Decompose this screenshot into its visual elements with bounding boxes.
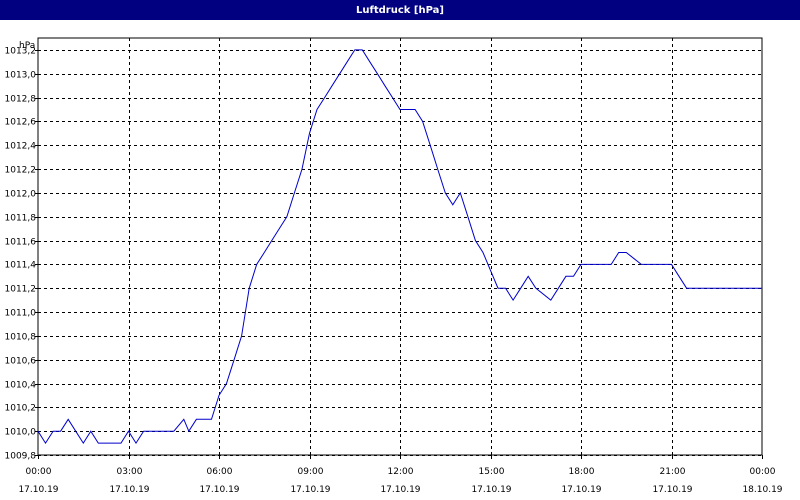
y-tick-label: 1010,4 [5, 381, 37, 391]
y-tick-label: 1011,8 [5, 214, 37, 224]
y-tick-label: 1012,0 [5, 190, 37, 200]
x-tick-time-label: 12:00 [388, 467, 414, 477]
x-tick-date-label: 17.10.19 [109, 485, 149, 495]
y-tick-label: 1013,0 [5, 71, 37, 81]
x-tick-time-label: 00:00 [26, 467, 52, 477]
x-tick-time-label: 21:00 [660, 467, 686, 477]
y-tick-label: 1012,4 [5, 142, 37, 152]
y-tick-label: 1009,8 [5, 452, 37, 462]
y-tick-label: 1011,2 [5, 285, 37, 295]
series-line-pressure [37, 49, 762, 445]
y-tick-label: 1012,6 [5, 118, 37, 128]
x-tick-time-label: 09:00 [298, 467, 324, 477]
y-tick-label: 1010,2 [5, 404, 37, 414]
y-tick-label: 1011,0 [5, 309, 37, 319]
x-tick-time-label: 15:00 [479, 467, 505, 477]
y-tick-label: 1012,8 [5, 95, 37, 105]
y-tick-label: 1012,2 [5, 166, 37, 176]
x-tick-date-label: 17.10.19 [18, 485, 58, 495]
x-tick-time-label: 06:00 [207, 467, 233, 477]
x-tick-date-label: 17.10.19 [561, 485, 601, 495]
x-tick-date-label: 17.10.19 [471, 485, 511, 495]
y-tick-label: 1011,6 [5, 238, 37, 248]
y-tick-label: 1010,8 [5, 333, 37, 343]
y-tick-label: 1010,6 [5, 357, 37, 367]
chart-title: Luftdruck [hPa] [356, 4, 444, 16]
series-group [37, 49, 762, 445]
x-tick-time-label: 03:00 [117, 467, 143, 477]
x-tick-date-label: 17.10.19 [199, 485, 239, 495]
y-axis-unit-label: hPa [19, 41, 35, 51]
grid-lines [38, 38, 762, 456]
x-tick-date-label: 18.10.19 [742, 485, 782, 495]
y-tick-label: 1011,4 [5, 261, 37, 271]
x-tick-date-label: 17.10.19 [380, 485, 420, 495]
x-tick-date-label: 17.10.19 [652, 485, 692, 495]
x-tick-time-label: 18:00 [569, 467, 595, 477]
x-tick-date-label: 17.10.19 [290, 485, 330, 495]
chart-title-bar: Luftdruck [hPa] [0, 0, 800, 20]
y-tick-label: 1010,0 [5, 428, 37, 438]
y-tick-label: 1013,2 [5, 47, 37, 57]
y-axis-ticks: 1009,8 1010,0 1010,2 1010,4 1010,6 1010,8 1011… [5, 47, 38, 462]
x-axis-ticks: 00:00 17.10.19 03:00 17.10.19 06:00 17.10.19 0… [18, 455, 783, 495]
x-tick-time-label: 00:00 [750, 467, 776, 477]
